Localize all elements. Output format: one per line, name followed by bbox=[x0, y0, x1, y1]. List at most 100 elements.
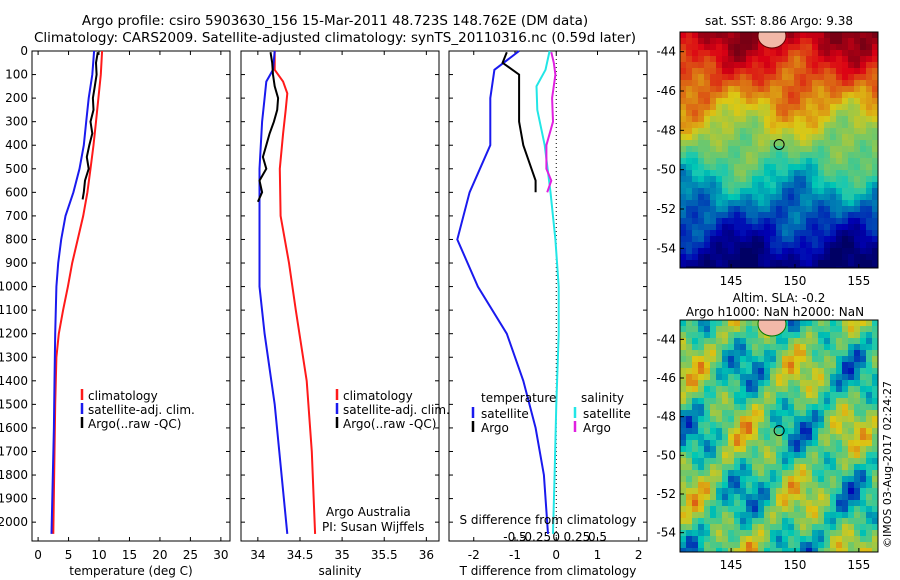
heatmap-cell bbox=[722, 50, 728, 56]
heatmap-cell bbox=[746, 254, 752, 260]
heatmap-cell bbox=[728, 470, 734, 476]
heatmap-cell bbox=[692, 536, 698, 542]
heatmap-cell bbox=[752, 188, 758, 194]
series-line-temperature-argo bbox=[501, 51, 537, 193]
heatmap-cell bbox=[818, 356, 824, 362]
heatmap-cell bbox=[824, 122, 830, 128]
heatmap-cell bbox=[788, 218, 794, 224]
heatmap-cell bbox=[812, 344, 818, 350]
heatmap-cell bbox=[860, 326, 866, 332]
heatmap-cell bbox=[806, 116, 812, 122]
heatmap-cell bbox=[860, 392, 866, 398]
heatmap-cell bbox=[728, 392, 734, 398]
heatmap-cell bbox=[710, 248, 716, 254]
heatmap-cell bbox=[860, 368, 866, 374]
heatmap-cell bbox=[704, 518, 710, 524]
heatmap-cell bbox=[722, 338, 728, 344]
heatmap-cell bbox=[734, 98, 740, 104]
heatmap-cell bbox=[686, 356, 692, 362]
heatmap-cell bbox=[692, 260, 698, 266]
heatmap-cell bbox=[692, 488, 698, 494]
heatmap-cell bbox=[812, 80, 818, 86]
heatmap-cell bbox=[734, 398, 740, 404]
heatmap-cell bbox=[752, 344, 758, 350]
heatmap-cell bbox=[842, 152, 848, 158]
y-tick-label: 800 bbox=[5, 232, 28, 246]
heatmap-cell bbox=[728, 98, 734, 104]
heatmap-cell bbox=[806, 80, 812, 86]
heatmap-cell bbox=[836, 386, 842, 392]
heatmap-cell bbox=[818, 104, 824, 110]
heatmap-cell bbox=[734, 32, 740, 38]
legend-heading-temperature: temperature bbox=[481, 391, 556, 405]
heatmap-cell bbox=[722, 74, 728, 80]
heatmap-cell bbox=[680, 410, 686, 416]
heatmap-cell bbox=[842, 218, 848, 224]
heatmap-cell bbox=[866, 344, 872, 350]
heatmap-cell bbox=[740, 482, 746, 488]
heatmap-cell bbox=[704, 254, 710, 260]
heatmap-cell bbox=[710, 452, 716, 458]
heatmap-cell bbox=[782, 488, 788, 494]
heatmap-cell bbox=[854, 266, 860, 268]
heatmap-cell bbox=[722, 224, 728, 230]
heatmap-cell bbox=[728, 224, 734, 230]
heatmap-cell bbox=[842, 140, 848, 146]
heatmap-cell bbox=[686, 470, 692, 476]
heatmap-cell bbox=[698, 410, 704, 416]
heatmap-cell bbox=[716, 248, 722, 254]
heatmap-cell bbox=[824, 38, 830, 44]
heatmap-cell bbox=[746, 392, 752, 398]
heatmap-cell bbox=[704, 104, 710, 110]
heatmap-cell bbox=[800, 512, 806, 518]
heatmap-cell bbox=[686, 38, 692, 44]
heatmap-cell bbox=[722, 464, 728, 470]
heatmap-cell bbox=[716, 128, 722, 134]
heatmap-cell bbox=[698, 158, 704, 164]
heatmap-cell bbox=[734, 362, 740, 368]
heatmap-cell bbox=[794, 128, 800, 134]
salinity-panel: 34 34.5 35 35.5 36climatologysatellite-adj. … bbox=[241, 50, 450, 562]
heatmap-cell bbox=[860, 398, 866, 404]
heatmap-cell bbox=[704, 326, 710, 332]
heatmap-cell bbox=[818, 464, 824, 470]
heatmap-cell bbox=[710, 440, 716, 446]
heatmap-cell bbox=[818, 134, 824, 140]
heatmap-cell bbox=[806, 122, 812, 128]
heatmap-cell bbox=[686, 368, 692, 374]
heatmap-cell bbox=[848, 428, 854, 434]
heatmap-cell bbox=[704, 188, 710, 194]
heatmap-cell bbox=[866, 50, 872, 56]
heatmap-cell bbox=[764, 200, 770, 206]
heatmap-cell bbox=[752, 92, 758, 98]
heatmap-cell bbox=[866, 392, 872, 398]
heatmap-cell bbox=[842, 536, 848, 542]
heatmap-cell bbox=[854, 68, 860, 74]
heatmap-cell bbox=[692, 356, 698, 362]
heatmap-cell bbox=[788, 212, 794, 218]
heatmap-cell bbox=[836, 398, 842, 404]
heatmap-cell bbox=[800, 422, 806, 428]
heatmap-cell bbox=[782, 50, 788, 56]
heatmap-cell bbox=[740, 194, 746, 200]
heatmap-cell bbox=[842, 422, 848, 428]
heatmap-cell bbox=[692, 110, 698, 116]
y-tick-label: 900 bbox=[5, 256, 28, 270]
heatmap-cell bbox=[710, 494, 716, 500]
heatmap-cell bbox=[860, 218, 866, 224]
heatmap-cell bbox=[860, 152, 866, 158]
heatmap-cell bbox=[770, 350, 776, 356]
heatmap-cell bbox=[836, 224, 842, 230]
heatmap-cell bbox=[680, 212, 686, 218]
heatmap-cell bbox=[854, 254, 860, 260]
heatmap-cell bbox=[716, 212, 722, 218]
heatmap-cell bbox=[710, 266, 716, 268]
heatmap-cell bbox=[830, 500, 836, 506]
heatmap-cell bbox=[782, 152, 788, 158]
heatmap-cell bbox=[842, 194, 848, 200]
heatmap-cell bbox=[698, 380, 704, 386]
heatmap-cell bbox=[812, 176, 818, 182]
heatmap-cell bbox=[800, 440, 806, 446]
heatmap-cell bbox=[866, 98, 872, 104]
heatmap-cell bbox=[866, 542, 872, 548]
